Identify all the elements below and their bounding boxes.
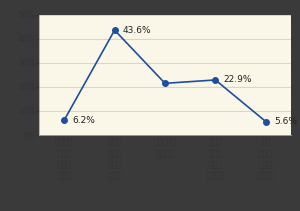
Text: 43.6%: 43.6% (123, 26, 152, 35)
Text: 22.9%: 22.9% (224, 76, 252, 84)
Text: 6.2%: 6.2% (73, 116, 95, 125)
Text: 5.6%: 5.6% (274, 117, 297, 126)
